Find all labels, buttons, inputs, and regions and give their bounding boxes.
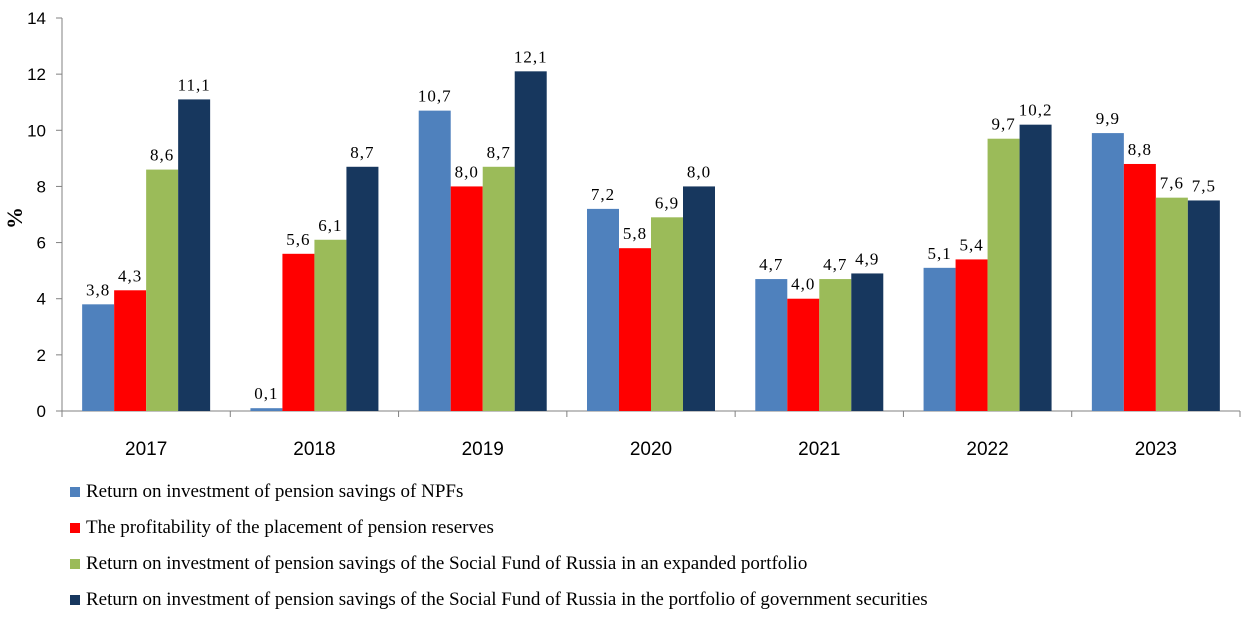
bar [683,186,715,411]
y-tick-label: 6 [37,234,46,253]
bar [146,169,179,411]
data-label: 10,7 [418,87,452,106]
bar [619,248,651,411]
legend-swatch [70,487,80,497]
data-label: 8,6 [150,146,174,165]
data-label: 5,4 [959,235,983,254]
data-label: 6,1 [318,216,342,235]
y-tick-label: 10 [27,121,46,140]
x-tick-label: 2021 [798,439,840,460]
bar [1091,133,1124,412]
y-tick-label: 4 [37,290,46,309]
bar [955,259,988,411]
chart-canvas: % 0 2 4 6 8 10 12 14 2017 2018 2019 2020 2021 2022 202… [2,9,1241,460]
data-label: 8,7 [487,143,511,162]
legend-item: Return on investment of pension savings … [70,582,1250,618]
bar [314,239,347,411]
data-label: 8,8 [1128,140,1152,159]
data-label: 7,2 [591,185,615,204]
bar [819,279,852,411]
bar [450,186,483,411]
data-label: 5,6 [286,230,310,249]
data-label: 4,7 [759,255,783,274]
bar [250,408,283,411]
x-tick-label: 2020 [630,439,672,460]
y-tick-label: 14 [27,9,46,28]
y-axis-title: % [2,207,27,229]
bar [282,253,315,411]
legend-label: Return on investment of pension savings … [86,589,928,610]
bar [346,166,379,411]
data-label: 7,6 [1160,174,1184,193]
x-tick-label: 2019 [462,439,504,460]
data-labels: 3,8 0,1 10,7 7,2 4,7 5,1 9,9 4,3 5,6 8,0 5,8 4,0 5,4… [86,47,1216,403]
data-label: 9,9 [1096,109,1120,128]
bar [651,217,683,411]
x-tick-label: 2018 [293,439,335,460]
bar [482,166,515,411]
legend-label: Return on investment of pension savings … [86,481,464,502]
data-label: 4,3 [118,266,142,285]
y-tick-label: 0 [37,402,46,421]
data-label: 4,9 [855,249,879,268]
data-label: 9,7 [991,115,1015,134]
bar [114,290,147,411]
y-tick-label: 12 [27,65,46,84]
bar [987,138,1020,411]
legend-item: Return on investment of pension savings … [70,546,1250,582]
bar [923,267,956,411]
legend: Return on investment of pension savings … [70,474,1250,618]
data-label: 10,2 [1019,101,1053,120]
data-label: 8,7 [350,143,374,162]
legend-item: Return on investment of pension savings … [70,474,1250,510]
legend-label: The profitability of the placement of pe… [86,517,494,538]
bar [418,110,451,411]
data-label: 6,9 [655,193,679,212]
legend-swatch [70,559,80,569]
bar [1019,124,1052,412]
y-tick-label: 8 [37,177,46,196]
bar [1187,200,1220,411]
x-tick-label: 2017 [125,439,167,460]
bar [514,71,547,411]
data-label: 5,8 [623,224,647,243]
bar [587,208,619,411]
bar [178,99,211,412]
x-tick-label: 2023 [1135,439,1177,460]
bar-chart: % 0 2 4 6 8 10 12 14 2017 2018 2019 2020 2021 2022 202… [2,9,1241,460]
bar [82,304,115,411]
bar [755,279,788,411]
x-tick-label: 2022 [966,439,1008,460]
bar [787,298,820,411]
bar [1155,197,1188,411]
legend-label: Return on investment of pension savings … [86,553,808,574]
y-tick-label: 2 [37,346,46,365]
data-label: 7,5 [1192,176,1216,195]
legend-swatch [70,523,80,533]
data-label: 0,1 [254,384,278,403]
data-label: 8,0 [455,162,479,181]
bar [1123,163,1156,411]
data-label: 12,1 [514,47,548,66]
data-label: 4,0 [791,275,815,294]
legend-swatch [70,595,80,605]
data-label: 4,7 [823,255,847,274]
bars [82,71,1220,412]
legend-item: The profitability of the placement of pe… [70,510,1250,546]
data-label: 8,0 [687,162,711,181]
data-label: 3,8 [86,280,110,299]
y-axis-title-group: % [2,207,27,229]
data-label: 5,1 [927,244,951,263]
data-label: 11,1 [178,75,211,94]
bar [851,273,884,411]
